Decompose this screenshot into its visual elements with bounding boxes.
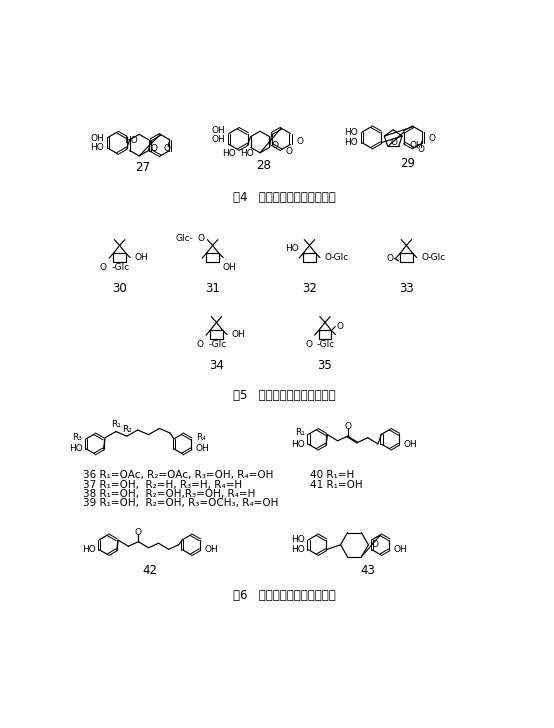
Text: 31: 31 <box>205 282 220 295</box>
Text: OH: OH <box>204 545 218 554</box>
Text: HO: HO <box>240 149 254 158</box>
Text: 39 R₁=OH,  R₂=OH, R₃=OCH₃, R₄=OH: 39 R₁=OH, R₂=OH, R₃=OCH₃, R₄=OH <box>83 498 279 508</box>
Text: HO: HO <box>285 245 299 253</box>
Text: OH: OH <box>232 330 245 339</box>
Text: O: O <box>325 253 332 262</box>
Text: O: O <box>286 147 293 156</box>
Text: O: O <box>305 340 312 349</box>
Text: 28: 28 <box>257 159 271 172</box>
Text: HO: HO <box>291 535 305 545</box>
Text: O: O <box>197 340 204 349</box>
Text: R₂: R₂ <box>122 424 132 434</box>
Text: 36 R₁=OAc, R₂=OAc, R₃=OH, R₄=OH: 36 R₁=OAc, R₂=OAc, R₃=OH, R₄=OH <box>83 470 274 480</box>
Text: -Glc: -Glc <box>317 340 335 349</box>
Text: O: O <box>100 263 107 272</box>
Text: O: O <box>197 234 204 242</box>
Text: O: O <box>390 138 397 147</box>
Text: O: O <box>428 135 435 143</box>
Text: HO: HO <box>124 136 137 145</box>
Text: HO: HO <box>90 143 104 152</box>
Text: 41 R₁=OH: 41 R₁=OH <box>310 480 362 490</box>
Text: -Glc: -Glc <box>331 253 349 262</box>
Text: 37 R₁=OH,  R₂=H, R₃=H, R₄=H: 37 R₁=OH, R₂=H, R₃=H, R₄=H <box>83 480 242 490</box>
Text: 40 R₁=H: 40 R₁=H <box>310 470 354 480</box>
Text: 35: 35 <box>317 359 332 372</box>
Text: OH: OH <box>211 135 225 144</box>
Text: O: O <box>418 145 425 154</box>
Text: O: O <box>271 141 278 150</box>
Text: O: O <box>135 528 142 537</box>
Text: 图4   砂仁中的香豆素类化合物: 图4 砂仁中的香豆素类化合物 <box>233 191 335 204</box>
Text: OH: OH <box>403 440 417 448</box>
Text: OH: OH <box>409 141 423 151</box>
Text: 图6   砂仁中二苯庚烷类化合物: 图6 砂仁中二苯庚烷类化合物 <box>233 589 335 602</box>
Text: OH: OH <box>211 126 225 135</box>
Text: R₃: R₃ <box>73 433 83 442</box>
Text: HO: HO <box>82 545 96 554</box>
Text: 38 R₁=OH,  R₂=OH,R₃=OH, R₄=H: 38 R₁=OH, R₂=OH,R₃=OH, R₄=H <box>83 489 255 499</box>
Text: HO: HO <box>69 444 83 454</box>
Text: O: O <box>164 144 171 154</box>
Text: O: O <box>422 253 428 262</box>
Text: O: O <box>344 422 351 432</box>
Text: 29: 29 <box>399 157 414 170</box>
Text: OH: OH <box>90 134 104 143</box>
Text: 34: 34 <box>209 359 224 372</box>
Text: O: O <box>372 540 378 549</box>
Text: HO: HO <box>291 545 305 554</box>
Text: OH: OH <box>394 545 408 554</box>
Text: O: O <box>297 137 304 146</box>
Text: -Glc: -Glc <box>111 263 130 272</box>
Text: HO: HO <box>291 440 305 448</box>
Text: 27: 27 <box>136 161 151 174</box>
Text: HO: HO <box>345 127 358 137</box>
Text: R₁: R₁ <box>111 420 121 429</box>
Text: R₁: R₁ <box>295 428 305 438</box>
Text: 图5   砂仁中倍半萜苷类化合物: 图5 砂仁中倍半萜苷类化合物 <box>233 389 335 402</box>
Text: 43: 43 <box>360 563 375 577</box>
Text: 32: 32 <box>302 282 317 295</box>
Text: -Glc: -Glc <box>208 340 227 349</box>
Text: -Glc: -Glc <box>428 253 446 262</box>
Text: 30: 30 <box>112 282 127 295</box>
Text: O: O <box>150 143 157 153</box>
Text: O: O <box>387 254 394 263</box>
Text: R₄: R₄ <box>196 433 206 442</box>
Text: 42: 42 <box>142 563 157 577</box>
Text: OH: OH <box>135 253 148 262</box>
Text: HO: HO <box>345 138 358 147</box>
Text: Glc-: Glc- <box>176 234 193 242</box>
Text: HO: HO <box>222 149 236 158</box>
Text: OH: OH <box>222 264 236 272</box>
Text: 33: 33 <box>399 282 414 295</box>
Text: OH: OH <box>196 444 209 454</box>
Text: O: O <box>336 322 343 331</box>
